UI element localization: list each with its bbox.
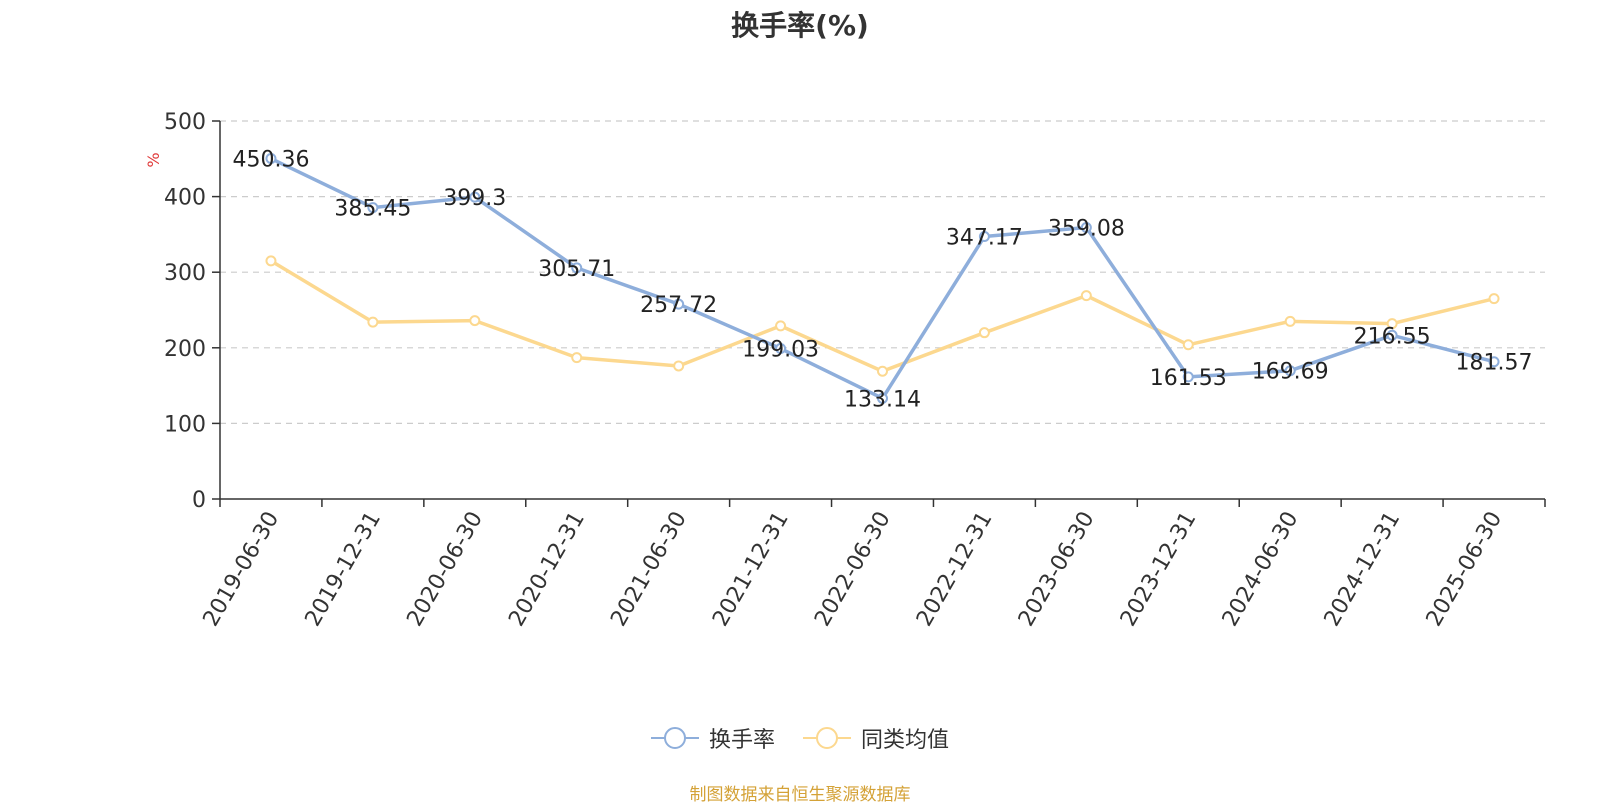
data-point xyxy=(877,392,888,404)
legend-label: 换手率 xyxy=(708,728,775,753)
legend: 换手率 同类均值 xyxy=(0,722,1600,754)
data-label: 257.72 xyxy=(640,293,717,318)
data-labels: 450.36 385.45 399.3 305.71 257.72 199.03 133.1… xyxy=(232,148,1532,413)
data-point xyxy=(571,352,583,364)
x-tick-label: 2020-06-30 xyxy=(402,508,488,631)
y-tick-label: 500 xyxy=(164,110,206,135)
data-source-note: 制图数据来自恒生聚源数据库 xyxy=(689,785,911,805)
data-point xyxy=(1386,329,1398,341)
y-tick-label: 100 xyxy=(164,412,206,437)
data-point xyxy=(775,320,787,332)
data-label: 347.17 xyxy=(946,226,1023,251)
grid-lines xyxy=(220,120,1545,424)
x-tick-label: 2020-12-31 xyxy=(504,508,590,631)
data-label: 133.14 xyxy=(844,387,921,412)
chart-title: 换手率(%) xyxy=(731,9,869,42)
y-axis-label: % xyxy=(144,152,163,167)
data-label: 359.08 xyxy=(1048,217,1125,242)
x-tick-label: 2024-12-31 xyxy=(1320,508,1406,631)
legend-marker-icon xyxy=(650,727,699,749)
data-label: 169.69 xyxy=(1252,360,1329,385)
data-point xyxy=(877,365,888,377)
data-label: 199.03 xyxy=(742,338,819,363)
x-tick-label: 2024-06-30 xyxy=(1218,508,1304,631)
data-label: 216.55 xyxy=(1354,324,1431,349)
data-point xyxy=(978,327,990,339)
series-points xyxy=(265,153,1500,404)
data-point xyxy=(265,255,277,267)
x-tick-label: 2019-06-30 xyxy=(199,508,285,631)
data-point xyxy=(469,315,481,327)
data-point xyxy=(1284,315,1296,327)
data-label: 181.57 xyxy=(1456,351,1533,376)
data-point xyxy=(978,231,990,243)
data-label: 399.3 xyxy=(443,186,506,211)
data-point xyxy=(673,298,685,310)
data-point xyxy=(571,262,583,274)
data-label: 385.45 xyxy=(334,197,411,222)
data-point xyxy=(1386,318,1398,330)
data-point xyxy=(1488,356,1500,368)
data-point xyxy=(265,153,277,165)
x-tick-label: 2025-06-30 xyxy=(1422,508,1508,631)
x-tick-label: 2023-12-31 xyxy=(1116,508,1202,631)
data-point xyxy=(367,316,379,328)
data-point xyxy=(1080,290,1092,302)
data-point xyxy=(1182,371,1194,383)
series-line-2 xyxy=(270,259,1495,373)
x-tick-label: 2022-12-31 xyxy=(912,508,998,631)
x-tick-label: 2019-12-31 xyxy=(301,508,387,631)
legend-label: 同类均值 xyxy=(861,728,950,753)
legend-item-series-2[interactable]: 同类均值 xyxy=(803,722,949,754)
legend-marker-icon xyxy=(803,727,851,749)
data-label: 305.71 xyxy=(538,257,615,282)
data-point xyxy=(673,360,685,372)
data-point xyxy=(1488,293,1500,305)
y-tick-label: 400 xyxy=(164,186,206,211)
data-point xyxy=(1284,365,1296,377)
y-tick-label: 0 xyxy=(192,488,206,513)
data-point xyxy=(1182,339,1194,351)
x-tick-label: 2022-06-30 xyxy=(810,508,896,631)
y-tick-label: 300 xyxy=(164,261,206,286)
y-tick-label: 200 xyxy=(164,337,206,362)
data-point xyxy=(469,191,481,203)
data-label: 450.36 xyxy=(232,148,309,173)
data-point xyxy=(367,202,379,214)
x-tick-label: 2023-06-30 xyxy=(1014,508,1100,631)
x-tick-label: 2021-06-30 xyxy=(606,508,692,631)
legend-item-series-1[interactable]: 换手率 xyxy=(650,722,775,754)
x-tick-label: 2021-12-31 xyxy=(708,508,794,631)
data-point xyxy=(1080,222,1092,234)
data-label: 161.53 xyxy=(1150,366,1227,391)
data-point xyxy=(775,343,787,355)
